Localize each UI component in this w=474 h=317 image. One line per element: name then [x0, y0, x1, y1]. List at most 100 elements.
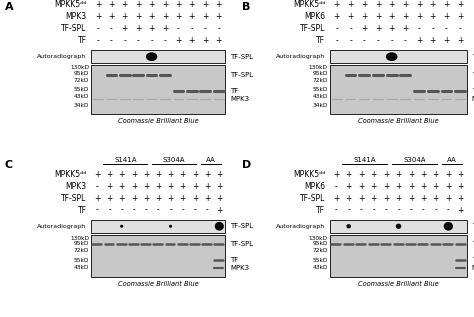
- Text: +: +: [121, 24, 128, 33]
- Text: 43kD: 43kD: [312, 94, 328, 100]
- Text: +: +: [420, 182, 427, 191]
- Text: +: +: [95, 12, 101, 21]
- Text: -: -: [204, 24, 207, 33]
- Text: +: +: [162, 24, 168, 33]
- Text: +: +: [361, 12, 367, 21]
- Text: TF-SPL: TF-SPL: [230, 72, 253, 78]
- Text: +: +: [118, 170, 125, 179]
- Text: 55kD: 55kD: [312, 258, 328, 263]
- Text: +: +: [108, 12, 115, 21]
- Text: +: +: [420, 170, 427, 179]
- Text: 130kD: 130kD: [70, 65, 89, 70]
- Text: 34kD: 34kD: [73, 103, 89, 108]
- Text: +: +: [358, 182, 365, 191]
- Text: +: +: [416, 36, 422, 45]
- Text: Coomassie Brilliant Blue: Coomassie Brilliant Blue: [358, 118, 439, 124]
- Text: -: -: [349, 36, 352, 45]
- Text: +: +: [216, 194, 222, 203]
- Text: +: +: [433, 170, 439, 179]
- Text: -: -: [218, 24, 220, 33]
- Text: +: +: [375, 0, 381, 9]
- Text: TF: TF: [316, 36, 325, 45]
- Text: 34kD: 34kD: [312, 103, 328, 108]
- Text: +: +: [361, 0, 367, 9]
- Text: +: +: [192, 182, 198, 191]
- Text: +: +: [383, 170, 389, 179]
- Text: +: +: [358, 194, 365, 203]
- Text: -: -: [336, 36, 338, 45]
- Text: +: +: [216, 182, 222, 191]
- Text: -: -: [445, 24, 448, 33]
- Text: -: -: [385, 205, 387, 215]
- Text: +: +: [346, 194, 352, 203]
- Text: +: +: [95, 0, 101, 9]
- Text: 43kD: 43kD: [73, 265, 89, 270]
- Text: -: -: [431, 24, 434, 33]
- Text: +: +: [216, 0, 222, 9]
- Text: AA: AA: [447, 157, 457, 163]
- Text: Autoradiograph: Autoradiograph: [37, 54, 87, 59]
- Text: +: +: [143, 182, 149, 191]
- Text: +: +: [346, 182, 352, 191]
- Text: +: +: [189, 0, 195, 9]
- Text: +: +: [135, 24, 141, 33]
- Text: TF: TF: [230, 257, 238, 263]
- Text: +: +: [189, 12, 195, 21]
- Text: +: +: [202, 12, 209, 21]
- Text: -: -: [96, 205, 99, 215]
- Text: -: -: [372, 205, 375, 215]
- Text: Coomassie Brilliant Blue: Coomassie Brilliant Blue: [118, 281, 199, 287]
- Text: Autoradiograph: Autoradiograph: [276, 54, 325, 59]
- Text: MPK3: MPK3: [65, 182, 87, 191]
- Text: 72kD: 72kD: [312, 248, 328, 253]
- Text: -: -: [410, 205, 412, 215]
- Text: +: +: [143, 194, 149, 203]
- Text: +: +: [457, 36, 464, 45]
- Ellipse shape: [444, 222, 453, 231]
- Text: -: -: [96, 182, 99, 191]
- Text: MPK3: MPK3: [230, 96, 249, 102]
- Text: +: +: [346, 170, 352, 179]
- Text: 72kD: 72kD: [73, 78, 89, 83]
- Text: +: +: [383, 182, 389, 191]
- Text: -: -: [376, 36, 379, 45]
- Text: +: +: [192, 170, 198, 179]
- Text: S304A: S304A: [163, 157, 185, 163]
- Text: -: -: [137, 36, 139, 45]
- Text: +: +: [416, 0, 422, 9]
- Bar: [91, 219, 226, 233]
- Text: Autoradiograph: Autoradiograph: [276, 224, 325, 229]
- Ellipse shape: [120, 225, 123, 228]
- Text: +: +: [189, 36, 195, 45]
- Text: +: +: [175, 36, 182, 45]
- Text: +: +: [204, 182, 210, 191]
- Text: TF-SPL: TF-SPL: [61, 194, 87, 203]
- Text: +: +: [167, 170, 173, 179]
- Text: TF-SPL: TF-SPL: [230, 223, 253, 229]
- Text: -: -: [404, 36, 407, 45]
- Text: +: +: [457, 194, 464, 203]
- Text: +: +: [457, 182, 464, 191]
- Bar: [330, 219, 467, 233]
- Text: +: +: [445, 170, 452, 179]
- Text: +: +: [457, 205, 464, 215]
- Text: -: -: [164, 36, 166, 45]
- Text: +: +: [389, 24, 395, 33]
- Bar: [91, 50, 226, 63]
- Bar: [91, 235, 226, 277]
- Text: +: +: [408, 194, 414, 203]
- Text: MPK6: MPK6: [472, 96, 474, 102]
- Text: 95kD: 95kD: [312, 242, 328, 247]
- Text: +: +: [429, 36, 436, 45]
- Text: 72kD: 72kD: [73, 248, 89, 253]
- Text: +: +: [361, 24, 367, 33]
- Text: MPK6: MPK6: [472, 265, 474, 271]
- Text: -: -: [347, 205, 350, 215]
- Text: +: +: [370, 182, 377, 191]
- Text: TF-SPL: TF-SPL: [472, 54, 474, 60]
- Text: -: -: [335, 182, 337, 191]
- Text: TF: TF: [316, 205, 325, 215]
- Text: +: +: [121, 12, 128, 21]
- Text: TF-SPL: TF-SPL: [472, 241, 474, 247]
- Text: S304A: S304A: [403, 157, 426, 163]
